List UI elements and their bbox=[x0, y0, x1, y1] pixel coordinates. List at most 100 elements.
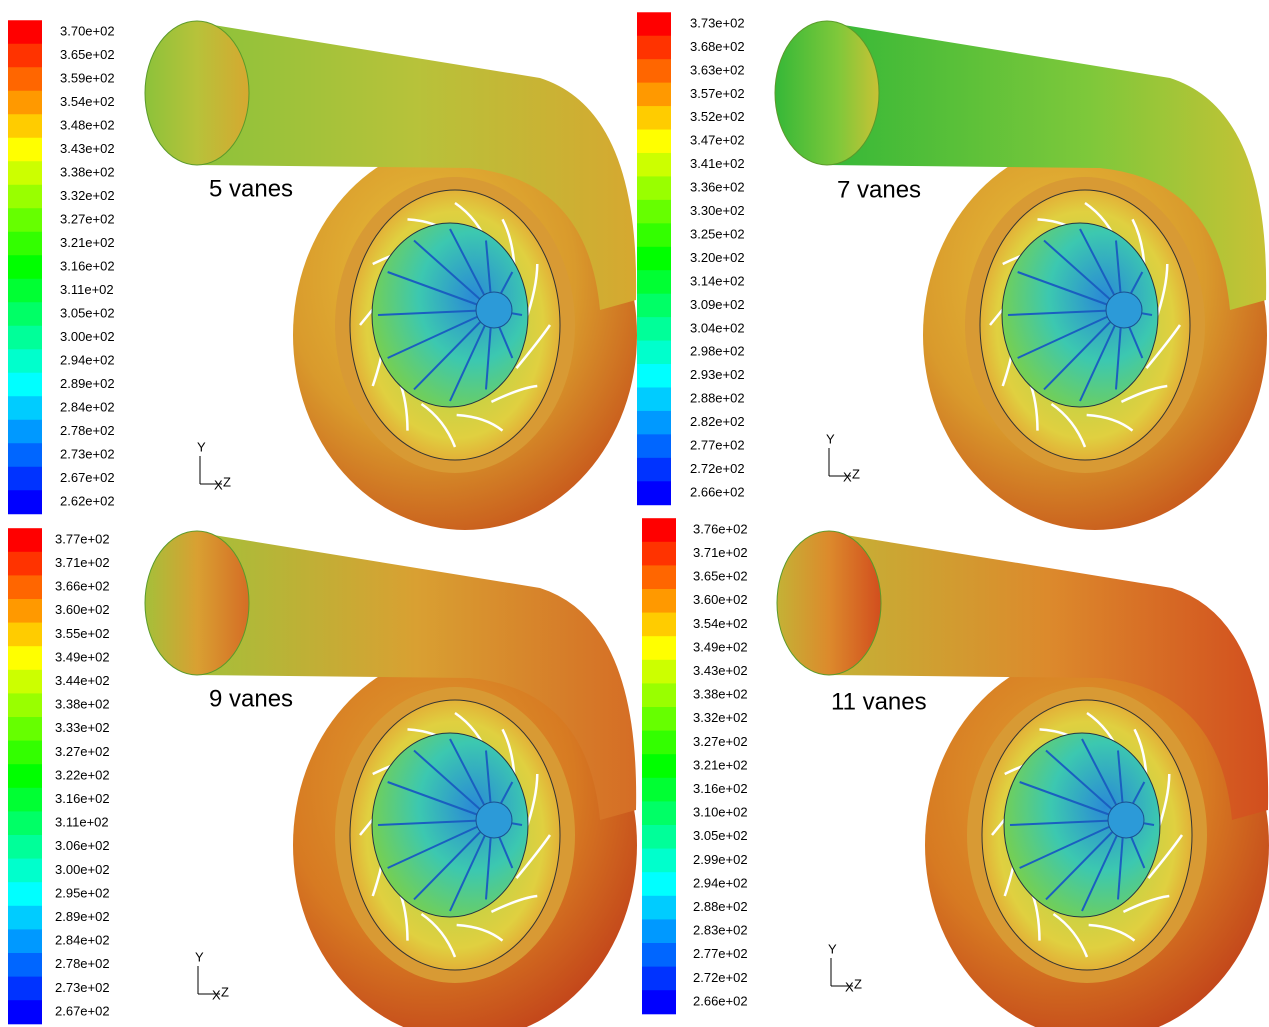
legend-label: 2.98e+02 bbox=[690, 344, 745, 359]
legend-label: 2.73e+02 bbox=[60, 446, 115, 461]
hub bbox=[476, 292, 512, 328]
legend-label: 3.36e+02 bbox=[690, 180, 745, 195]
legend-label: 3.38e+02 bbox=[55, 697, 110, 712]
legend-label: 3.73e+02 bbox=[690, 15, 745, 30]
legend-label: 3.44e+02 bbox=[55, 673, 110, 688]
legend-label: 3.04e+02 bbox=[690, 320, 745, 335]
legend-swatch bbox=[8, 623, 42, 647]
legend-label: 3.32e+02 bbox=[60, 188, 115, 203]
legend-swatch bbox=[642, 896, 676, 920]
legend-swatch bbox=[642, 636, 676, 660]
pipe-inlet bbox=[777, 531, 881, 675]
legend-swatch bbox=[8, 977, 42, 1001]
legend-swatch bbox=[637, 106, 671, 130]
legend-swatch bbox=[8, 161, 42, 185]
legend-swatch bbox=[8, 859, 42, 883]
legend-label: 2.67e+02 bbox=[55, 1003, 110, 1018]
legend-label: 3.27e+02 bbox=[60, 211, 115, 226]
legend-label: 3.06e+02 bbox=[55, 838, 110, 853]
legend-label: 3.05e+02 bbox=[693, 828, 748, 843]
legend-label: 2.84e+02 bbox=[55, 933, 110, 948]
legend-label: 3.43e+02 bbox=[693, 663, 748, 678]
legend-label: 3.54e+02 bbox=[60, 94, 115, 109]
legend-swatch bbox=[8, 764, 42, 788]
legend-label: 3.16e+02 bbox=[693, 781, 748, 796]
legend-swatch bbox=[8, 232, 42, 256]
hub bbox=[476, 802, 512, 838]
legend-swatch bbox=[8, 373, 42, 397]
legend-swatch bbox=[642, 731, 676, 755]
legend-label: 3.65e+02 bbox=[60, 47, 115, 62]
legend-label: 3.16e+02 bbox=[55, 791, 110, 806]
legend-swatch bbox=[637, 270, 671, 294]
legend-label: 3.27e+02 bbox=[693, 734, 748, 749]
legend-swatch bbox=[8, 552, 42, 576]
legend-swatch bbox=[642, 778, 676, 802]
legend-label: 3.49e+02 bbox=[693, 639, 748, 654]
hub bbox=[1108, 802, 1144, 838]
legend-swatch bbox=[637, 317, 671, 341]
legend-label: 2.82e+02 bbox=[690, 414, 745, 429]
legend-swatch bbox=[8, 396, 42, 420]
legend-swatch bbox=[8, 811, 42, 835]
legend-label: 2.67e+02 bbox=[60, 470, 115, 485]
legend-label: 3.68e+02 bbox=[690, 39, 745, 54]
axis-label: Z bbox=[221, 984, 229, 999]
axis-label: X bbox=[212, 987, 221, 1002]
legend-label: 3.77e+02 bbox=[55, 531, 110, 546]
legend-swatch bbox=[642, 707, 676, 731]
legend-swatch bbox=[642, 825, 676, 849]
legend-label: 3.11e+02 bbox=[60, 282, 114, 297]
legend-label: 2.94e+02 bbox=[60, 352, 115, 367]
legend-swatch bbox=[8, 929, 42, 953]
axis-label: Y bbox=[826, 431, 835, 446]
legend-swatch bbox=[637, 387, 671, 411]
legend-swatch bbox=[8, 646, 42, 670]
legend-swatch bbox=[8, 44, 42, 68]
legend-swatch bbox=[642, 967, 676, 991]
legend-label: 2.72e+02 bbox=[693, 970, 748, 985]
legend-label: 3.55e+02 bbox=[55, 626, 110, 641]
legend-swatch bbox=[637, 130, 671, 154]
caption: 11 vanes bbox=[831, 688, 927, 715]
axis-label: Y bbox=[195, 949, 204, 964]
legend-label: 3.11e+02 bbox=[55, 815, 109, 830]
legend-label: 3.54e+02 bbox=[693, 616, 748, 631]
legend-label: 3.57e+02 bbox=[690, 86, 745, 101]
panel: 3.73e+023.68e+023.63e+023.57e+023.52e+02… bbox=[637, 12, 1267, 530]
legend-label: 3.38e+02 bbox=[693, 687, 748, 702]
turbine-render bbox=[777, 531, 1269, 1027]
legend-swatch bbox=[8, 670, 42, 694]
legend-label: 2.73e+02 bbox=[55, 980, 110, 995]
axis-label: Z bbox=[852, 466, 860, 481]
legend-label: 3.60e+02 bbox=[55, 602, 110, 617]
legend-label: 3.63e+02 bbox=[690, 62, 745, 77]
legend-label: 3.05e+02 bbox=[60, 305, 115, 320]
legend-swatch bbox=[8, 326, 42, 350]
legend-label: 3.60e+02 bbox=[693, 592, 748, 607]
panel: 3.76e+023.71e+023.65e+023.60e+023.54e+02… bbox=[642, 518, 1269, 1027]
legend-swatch bbox=[637, 153, 671, 177]
axis-label: Y bbox=[197, 439, 206, 454]
legend-label: 2.78e+02 bbox=[55, 956, 110, 971]
legend-label: 2.93e+02 bbox=[690, 367, 745, 382]
legend-swatch bbox=[637, 341, 671, 365]
legend-swatch bbox=[8, 906, 42, 930]
legend-label: 2.95e+02 bbox=[55, 885, 110, 900]
legend-swatch bbox=[8, 91, 42, 115]
legend-swatch bbox=[637, 458, 671, 482]
legend-label: 3.76e+02 bbox=[693, 521, 748, 536]
legend-swatch bbox=[642, 943, 676, 967]
caption: 5 vanes bbox=[209, 175, 293, 202]
legend-swatch bbox=[8, 138, 42, 162]
legend-label: 3.21e+02 bbox=[60, 235, 115, 250]
legend-label: 2.83e+02 bbox=[693, 923, 748, 938]
legend-label: 2.72e+02 bbox=[690, 461, 745, 476]
legend-label: 3.71e+02 bbox=[55, 555, 110, 570]
legend-swatch bbox=[8, 835, 42, 859]
caption: 9 vanes bbox=[209, 685, 293, 712]
legend-label: 2.99e+02 bbox=[693, 852, 748, 867]
legend-label: 2.89e+02 bbox=[55, 909, 110, 924]
turbine-render bbox=[775, 21, 1267, 530]
legend-swatch bbox=[637, 83, 671, 107]
